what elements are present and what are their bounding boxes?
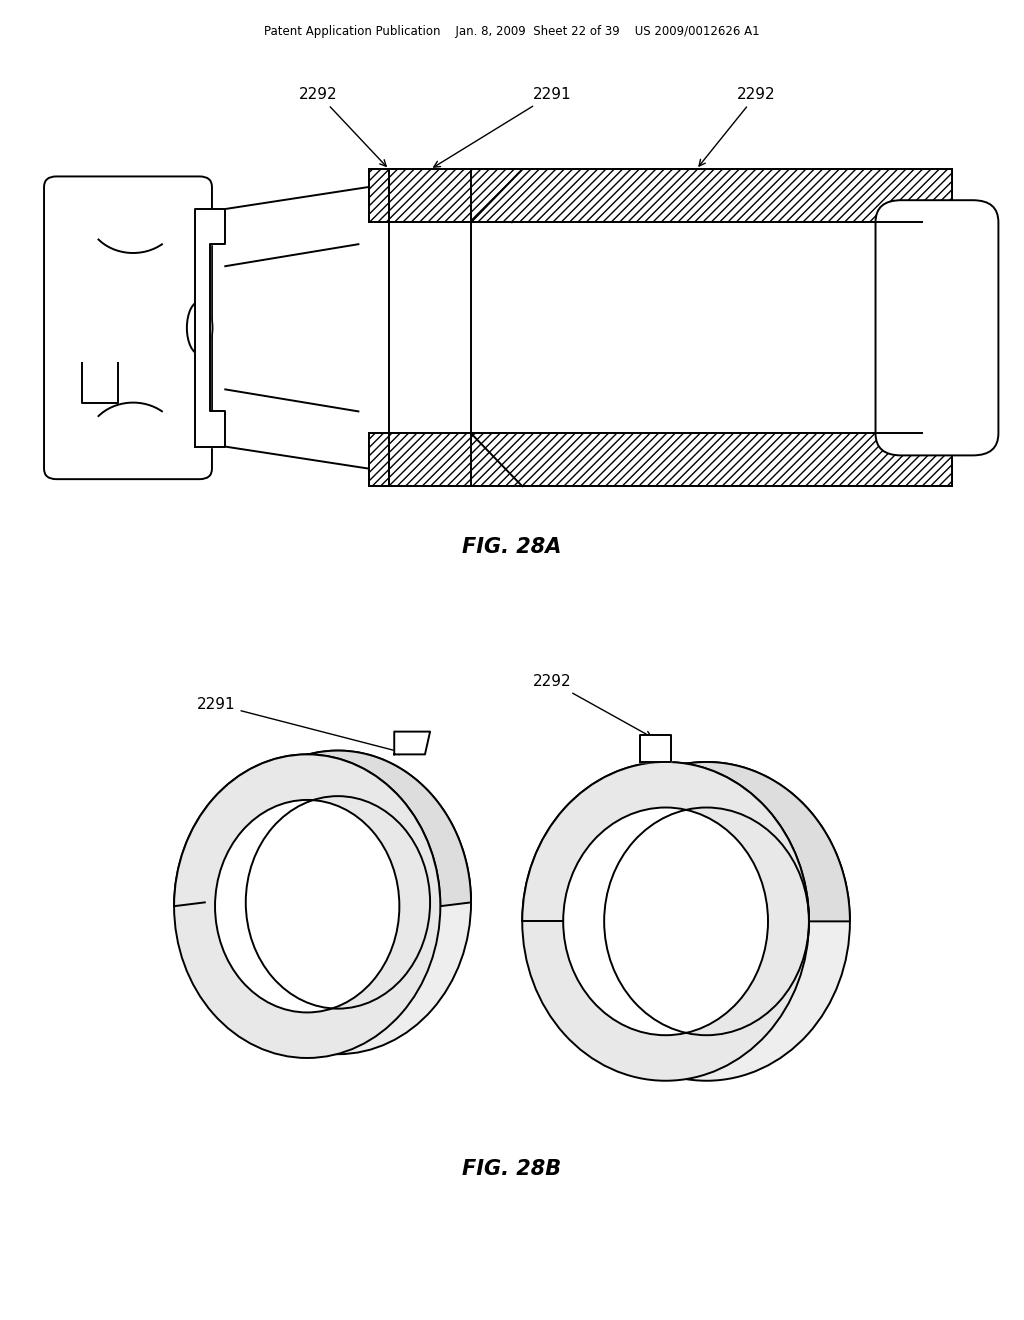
- Polygon shape: [389, 433, 471, 486]
- Polygon shape: [369, 169, 952, 222]
- Bar: [369, 222, 963, 433]
- Text: 2292: 2292: [699, 87, 776, 166]
- FancyBboxPatch shape: [876, 201, 998, 455]
- Polygon shape: [522, 762, 850, 921]
- Polygon shape: [389, 169, 471, 222]
- Ellipse shape: [563, 762, 850, 1081]
- Polygon shape: [389, 433, 471, 486]
- Polygon shape: [174, 751, 471, 906]
- Text: 2291: 2291: [434, 87, 571, 168]
- Ellipse shape: [246, 796, 430, 1008]
- Polygon shape: [369, 433, 952, 486]
- Ellipse shape: [186, 301, 213, 354]
- Ellipse shape: [522, 762, 809, 1081]
- Polygon shape: [640, 735, 671, 762]
- Text: FIG. 28B: FIG. 28B: [463, 1159, 561, 1180]
- Text: 2291: 2291: [197, 697, 406, 755]
- Text: FIG. 28A: FIG. 28A: [462, 537, 562, 557]
- Bar: [389, 222, 471, 433]
- FancyBboxPatch shape: [44, 177, 212, 479]
- Ellipse shape: [563, 808, 768, 1035]
- Text: 2292: 2292: [532, 675, 651, 737]
- Ellipse shape: [215, 800, 399, 1012]
- Ellipse shape: [205, 751, 471, 1055]
- Polygon shape: [369, 433, 952, 486]
- Polygon shape: [195, 209, 225, 446]
- Text: 2292: 2292: [299, 87, 386, 166]
- Text: Patent Application Publication    Jan. 8, 2009  Sheet 22 of 39    US 2009/001262: Patent Application Publication Jan. 8, 2…: [264, 25, 760, 38]
- FancyBboxPatch shape: [901, 205, 993, 451]
- Ellipse shape: [604, 808, 809, 1035]
- Polygon shape: [369, 169, 952, 222]
- Polygon shape: [394, 731, 430, 755]
- Ellipse shape: [174, 754, 440, 1059]
- Polygon shape: [389, 169, 471, 222]
